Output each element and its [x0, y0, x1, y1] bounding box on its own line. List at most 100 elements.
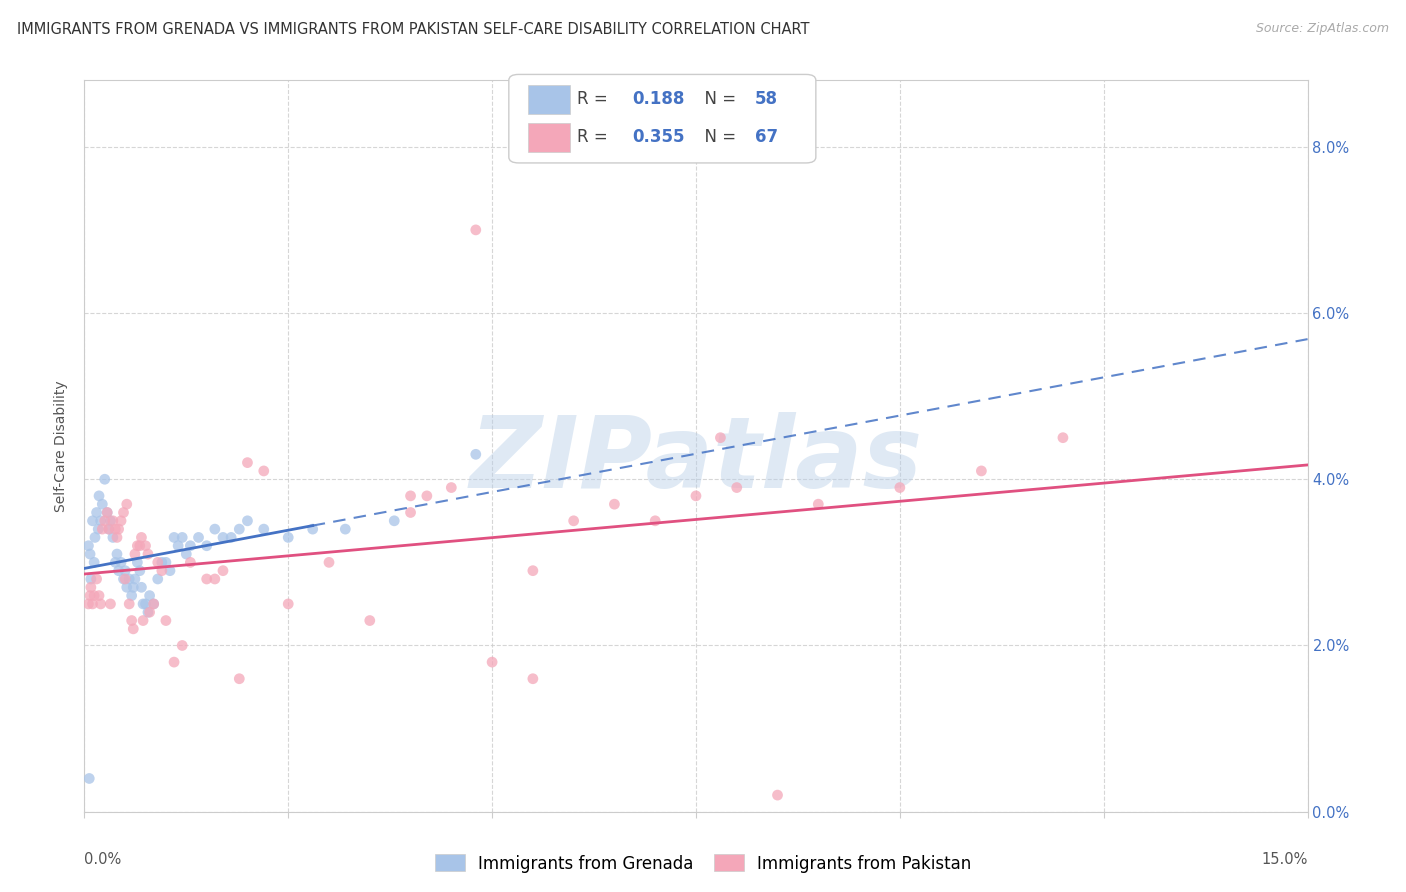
Point — [82, 514, 104, 528]
Point — [100, 597, 122, 611]
Point — [84, 530, 107, 544]
Point — [318, 555, 340, 569]
Point — [96, 506, 118, 520]
Point — [146, 555, 169, 569]
Point — [131, 530, 153, 544]
FancyBboxPatch shape — [509, 74, 815, 163]
Point — [80, 572, 103, 586]
Point — [253, 464, 276, 478]
Point — [562, 514, 585, 528]
Point — [399, 506, 422, 520]
Point — [522, 564, 544, 578]
Text: 0.188: 0.188 — [633, 90, 685, 108]
Point — [1052, 431, 1074, 445]
Text: R =: R = — [578, 90, 613, 108]
Point — [277, 530, 299, 544]
Point — [172, 530, 194, 544]
Point — [766, 788, 789, 802]
Point — [107, 564, 129, 578]
Text: R =: R = — [578, 128, 613, 146]
Point — [187, 530, 209, 544]
Point — [142, 597, 165, 611]
Point — [159, 564, 181, 578]
Text: 0.0%: 0.0% — [84, 852, 121, 867]
Point — [77, 539, 100, 553]
Point — [253, 522, 276, 536]
Point — [195, 572, 218, 586]
Point — [121, 614, 143, 628]
Point — [104, 522, 127, 536]
Point — [105, 530, 128, 544]
Point — [603, 497, 626, 511]
Point — [100, 514, 122, 528]
Point — [87, 489, 110, 503]
Point — [87, 589, 110, 603]
Point — [128, 539, 150, 553]
Point — [132, 597, 155, 611]
Point — [382, 514, 405, 528]
Point — [86, 506, 108, 520]
Point — [104, 555, 127, 569]
Point — [90, 514, 112, 528]
Point — [150, 564, 173, 578]
Point — [79, 547, 101, 561]
Point — [122, 622, 145, 636]
Point — [236, 456, 259, 470]
Point — [204, 522, 226, 536]
Text: 58: 58 — [755, 90, 778, 108]
Point — [96, 506, 118, 520]
Point — [359, 614, 381, 628]
Point — [112, 506, 135, 520]
Text: 15.0%: 15.0% — [1261, 852, 1308, 867]
Point — [91, 497, 114, 511]
Point — [399, 489, 422, 503]
Point — [112, 572, 135, 586]
Point — [172, 639, 194, 653]
Point — [131, 580, 153, 594]
Point — [212, 530, 235, 544]
Point — [644, 514, 666, 528]
Point — [101, 530, 124, 544]
Point — [135, 597, 157, 611]
Point — [155, 614, 177, 628]
Point — [122, 580, 145, 594]
Legend: Immigrants from Grenada, Immigrants from Pakistan: Immigrants from Grenada, Immigrants from… — [429, 847, 977, 880]
Point — [163, 655, 186, 669]
Point — [685, 489, 707, 503]
Point — [97, 522, 120, 536]
Text: ZIPatlas: ZIPatlas — [470, 412, 922, 509]
Point — [174, 547, 197, 561]
Point — [228, 672, 250, 686]
Point — [195, 539, 218, 553]
Point — [77, 772, 100, 786]
Point — [970, 464, 993, 478]
Point — [301, 522, 323, 536]
Point — [118, 572, 141, 586]
Point — [114, 564, 136, 578]
Point — [440, 481, 463, 495]
Point — [114, 572, 136, 586]
Point — [464, 223, 486, 237]
Point — [889, 481, 911, 495]
FancyBboxPatch shape — [529, 85, 569, 114]
Point — [132, 614, 155, 628]
Text: 0.355: 0.355 — [633, 128, 685, 146]
Point — [167, 539, 190, 553]
Point — [87, 522, 110, 536]
Point — [219, 530, 242, 544]
Point — [481, 655, 503, 669]
Point — [138, 605, 160, 619]
Text: Source: ZipAtlas.com: Source: ZipAtlas.com — [1256, 22, 1389, 36]
Point — [97, 522, 120, 536]
Point — [77, 597, 100, 611]
Point — [277, 597, 299, 611]
Point — [725, 481, 748, 495]
Point — [136, 547, 159, 561]
Point — [82, 597, 104, 611]
Point — [79, 589, 101, 603]
Point — [115, 497, 138, 511]
Point — [124, 572, 146, 586]
Point — [522, 672, 544, 686]
Text: N =: N = — [693, 90, 741, 108]
Point — [91, 522, 114, 536]
